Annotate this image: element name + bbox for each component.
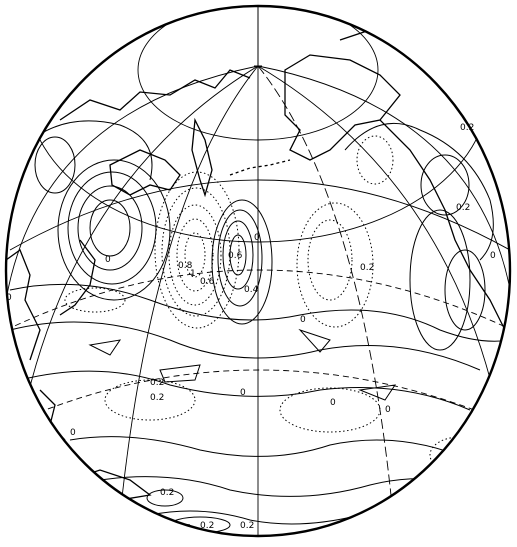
coastline-japan (59, 239, 96, 316)
meridian-120e (6, 65, 259, 301)
contour-label: 0 (240, 388, 246, 398)
meridian-160w (257, 65, 396, 536)
meridian-120w (257, 65, 510, 301)
contour-label: 0 (70, 428, 76, 438)
coastline-okhotsk (109, 149, 181, 196)
contours (9, 120, 510, 534)
contour-label: 0 (330, 398, 336, 408)
north-pole-marker (254, 62, 262, 70)
coastline-siberia (59, 69, 251, 121)
contour-label: 0 (490, 251, 496, 261)
contour-label: 0 (385, 405, 391, 415)
contour-label: 0 (6, 293, 12, 303)
contour-label: 0 (300, 315, 306, 325)
contour-label: 0.2 (200, 521, 214, 531)
meridian-140e (19, 65, 259, 431)
contour-label: 1 (190, 269, 196, 279)
contour-high-west-pacific (57, 159, 171, 301)
coastline-philippines (39, 389, 66, 441)
contour-label: 0.2 (160, 488, 174, 498)
coastline-alaska (284, 54, 401, 161)
contour-label: 0.4 (244, 285, 259, 295)
latitude-circle-20 (6, 269, 510, 331)
coastline-australia (59, 504, 191, 526)
contour-tropics (9, 283, 510, 411)
contour-label: 0 (254, 233, 260, 243)
contour-label: 0.8 (178, 261, 193, 271)
contour-high-dateline (211, 199, 273, 325)
coastline-asia-east (6, 248, 41, 361)
coastline-canada-arctic (339, 29, 481, 111)
contour-label: 0.2 (240, 521, 254, 531)
contour-label: 0.2 (456, 203, 470, 213)
latitude-circle-0 (19, 369, 501, 421)
contour-label: 0.6 (200, 277, 215, 287)
meridian-160e (117, 65, 259, 536)
contour-label: 0.2 (360, 263, 374, 273)
contour-label: 0.2 (150, 378, 164, 388)
contour-label: 0 (105, 255, 111, 265)
meridian-140w (257, 65, 501, 421)
contour-high-east-pacific (344, 122, 494, 351)
contour-low-gulf-alaska (296, 135, 394, 328)
contour-label: 0.2 (460, 123, 474, 133)
coastline-kamchatka (191, 117, 213, 198)
coastlines (6, 29, 506, 526)
contour-label: 0.6 (228, 251, 243, 261)
contour-label: 0.2 (150, 393, 164, 403)
globe-outline (4, 4, 512, 538)
contour-labels: 0 0.8 1 0.6 0.6 0.4 0 0.2 0.2 0 0.2 0.2 … (6, 123, 496, 531)
coastline-north-america (379, 119, 506, 331)
coastline-aleutians (229, 159, 291, 176)
contour-southern (69, 436, 481, 534)
